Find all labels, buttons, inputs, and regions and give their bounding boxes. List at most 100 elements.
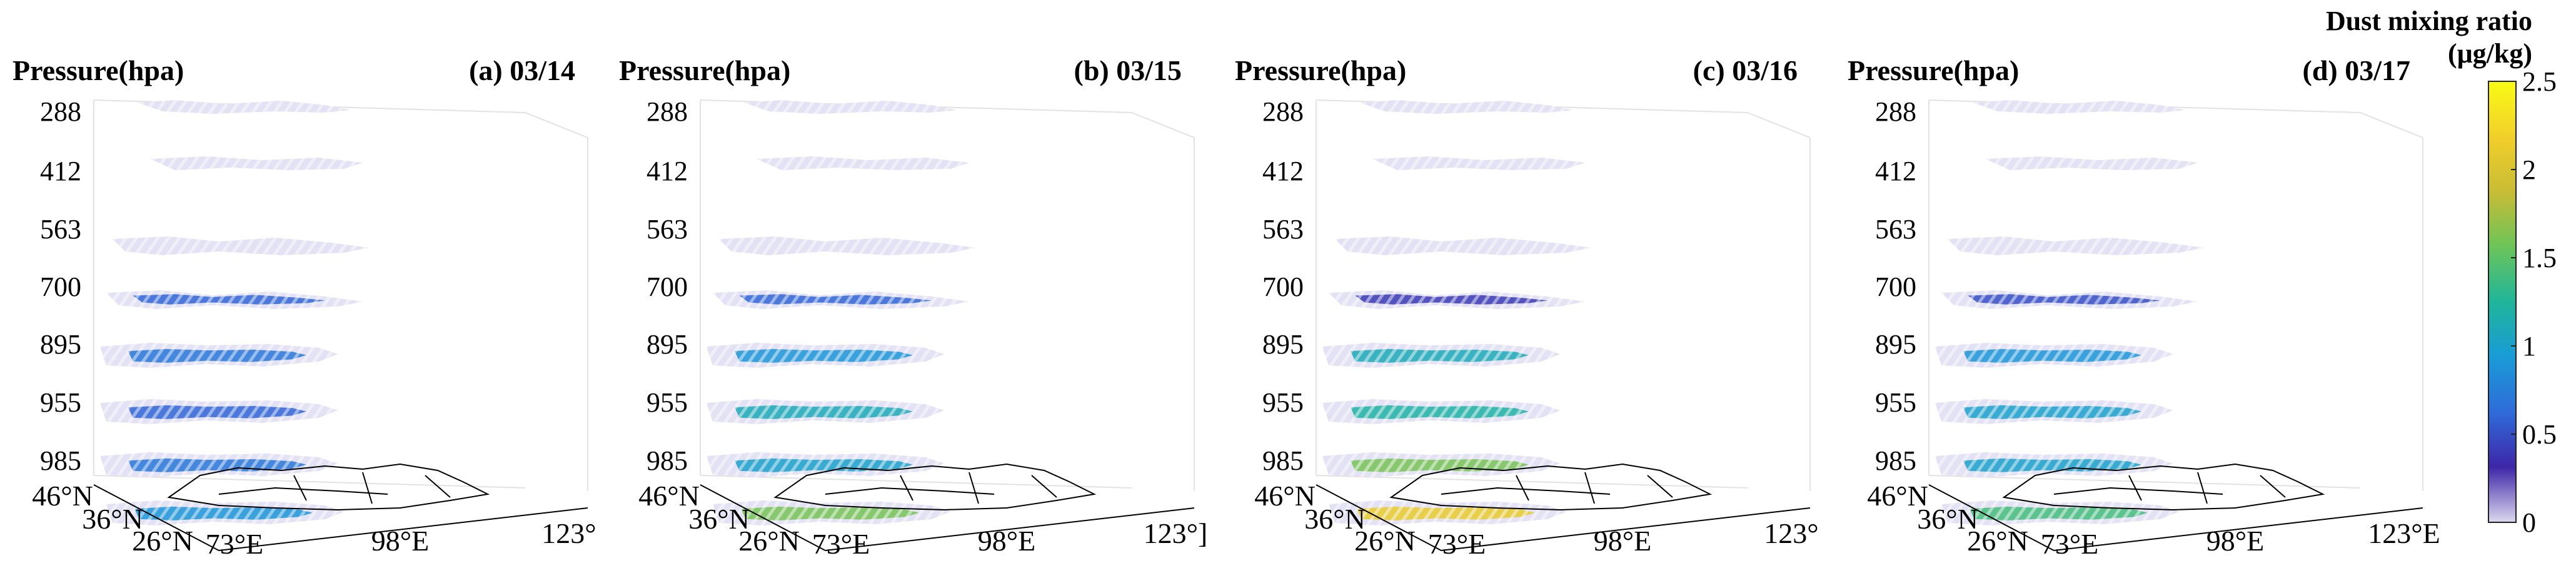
lat-tick-label: 46°N — [32, 480, 93, 512]
dust-layer — [1372, 156, 1585, 170]
panel-title: (a) 03/14 — [469, 54, 575, 86]
dust-layer-hatch — [707, 452, 944, 477]
dust-layer-hatch — [106, 500, 344, 525]
dust-layer-hatch — [1322, 452, 1560, 477]
panel-title: (d) 03/17 — [2303, 54, 2411, 86]
pressure-tick-label: 412 — [40, 156, 81, 186]
z-axis-label: Pressure(hpa) — [13, 54, 184, 86]
dust-layer-hatch — [707, 399, 944, 424]
dust-layer — [707, 399, 944, 424]
z-axis-label: Pressure(hpa) — [619, 54, 790, 86]
colorbar-tick-label: 0 — [2522, 507, 2536, 538]
dust-layer-hatch — [713, 290, 969, 309]
dust-layer-hatch — [1329, 500, 1566, 525]
dust-layer-hatch — [113, 236, 369, 255]
dust-layer — [100, 452, 338, 477]
pressure-tick-label: 563 — [1875, 214, 1916, 245]
pressure-tick-label: 955 — [1262, 387, 1304, 418]
lat-tick-label: 36°N — [1917, 503, 1978, 535]
lat-tick-label: 36°N — [82, 503, 143, 535]
z-axis-label: Pressure(hpa) — [1235, 54, 1406, 86]
colorbar-scale — [2488, 81, 2517, 523]
lon-tick-label: 98°E — [1594, 525, 1652, 557]
lat-axis — [1316, 484, 1442, 551]
lon-tick-label: 98°E — [2206, 525, 2265, 557]
lon-tick-label: 98°E — [978, 525, 1036, 557]
pressure-tick-label: 288 — [40, 96, 81, 127]
dust-layer — [707, 452, 944, 477]
colorbar-tick-label: 1 — [2522, 331, 2536, 362]
dust-layer — [757, 156, 969, 170]
dust-layer-hatch — [1941, 290, 2198, 309]
map-outline — [773, 463, 1097, 511]
dust-layer-hatch — [138, 100, 350, 114]
dust-layer — [1329, 290, 1585, 309]
dust-layer-hatch — [744, 100, 957, 114]
dust-layer — [719, 236, 975, 255]
dust-layer — [1322, 343, 1560, 368]
dust-layer — [138, 100, 350, 114]
colorbar-tick-label: 1.5 — [2522, 243, 2557, 273]
dust-layer-hatch — [707, 343, 944, 368]
dust-layer — [1935, 343, 2173, 368]
lon-tick-label: 123° — [541, 517, 596, 549]
dust-layer — [1985, 156, 2198, 170]
dust-layer-hatch — [1985, 156, 2198, 170]
lon-tick-label: 123° — [1764, 517, 1818, 549]
pressure-tick-label: 895 — [1875, 329, 1916, 360]
pressure-tick-label: 700 — [40, 271, 81, 302]
dust-layer-hatch — [1372, 156, 1585, 170]
dust-layer-hatch — [150, 156, 363, 170]
z-axis-label: Pressure(hpa) — [1848, 54, 2019, 86]
pressure-tick-label: 412 — [1262, 156, 1304, 186]
lat-tick-label: 46°N — [638, 480, 700, 512]
dust-layer-hatch — [1973, 100, 2185, 114]
colorbar-tick-label: 2 — [2522, 155, 2536, 185]
lon-axis — [218, 507, 588, 551]
lon-tick-label: 123°] — [1144, 517, 1208, 549]
pressure-tick-label: 955 — [1875, 387, 1916, 418]
panel-4: Pressure(hpa) (d) 03/17 288 412 563 700 895 955… — [1848, 54, 2440, 560]
dust-layer-hatch — [1935, 399, 2173, 424]
lat-tick-label: 26°N — [1354, 525, 1416, 557]
lat-tick-label: 26°N — [132, 525, 193, 557]
dust-layer — [1941, 290, 2198, 309]
dust-layer-hatch — [719, 236, 975, 255]
lon-tick-label: 123°E — [2368, 517, 2440, 549]
dust-layer — [1935, 399, 2173, 424]
dust-layer — [106, 290, 363, 309]
pressure-tick-label: 700 — [1875, 271, 1916, 302]
dust-layer — [1322, 452, 1560, 477]
lon-axis — [825, 507, 1195, 551]
lat-axis — [1928, 484, 2055, 551]
pressure-tick-label: 563 — [40, 214, 81, 245]
dust-layer — [713, 290, 969, 309]
lon-tick-label: 98°E — [371, 525, 430, 557]
lon-axis — [2053, 507, 2423, 551]
dust-layer-hatch — [1322, 343, 1560, 368]
dust-layer-hatch — [100, 343, 338, 368]
dust-layer-hatch — [100, 452, 338, 477]
lon-tick-label: 73°E — [1428, 528, 1486, 560]
pressure-tick-label: 288 — [647, 96, 688, 127]
dust-layer — [100, 399, 338, 424]
colorbar-tick-label: 0.5 — [2522, 419, 2557, 450]
dust-layer — [113, 236, 369, 255]
panel-1: Pressure(hpa) (a) 03/14 288 412 563 700 895 955… — [13, 54, 596, 560]
dust-layer-hatch — [713, 500, 950, 525]
dust-layer — [1935, 452, 2173, 477]
lat-axis — [93, 484, 219, 551]
pressure-tick-label: 955 — [40, 387, 81, 418]
lat-tick-label: 46°N — [1867, 480, 1928, 512]
dust-layer-hatch — [1941, 500, 2179, 525]
colorbar: Dust mixing ratio(μg/kg) 0 0.5 1 1.5 2 2.5 — [2326, 6, 2557, 538]
colorbar-tick-label: 2.5 — [2522, 66, 2557, 97]
dust-layer-hatch — [1360, 100, 1572, 114]
pressure-tick-label: 412 — [1875, 156, 1916, 186]
dust-layer-hatch — [1322, 399, 1560, 424]
dust-layer — [1973, 100, 2185, 114]
lat-axis — [700, 484, 826, 551]
map-outline — [2002, 463, 2325, 511]
lat-tick-label: 36°N — [1304, 503, 1366, 535]
